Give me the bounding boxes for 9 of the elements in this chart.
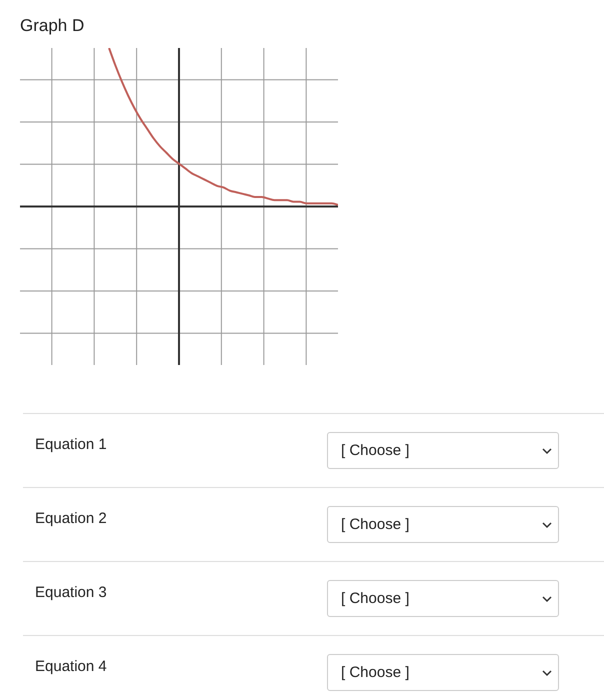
text: Equation 2 <box>35 510 107 527</box>
text: [ Choose ] <box>341 590 410 607</box>
text: Equation 4 <box>35 658 107 675</box>
text: Equation 3 <box>35 584 107 601</box>
text: Equation 1 <box>35 436 107 453</box>
text: [ Choose ] <box>341 664 410 681</box>
chart-title: Graph D <box>20 16 86 37</box>
text: [ Choose ] <box>341 516 410 533</box>
text: [ Choose ] <box>341 442 410 459</box>
